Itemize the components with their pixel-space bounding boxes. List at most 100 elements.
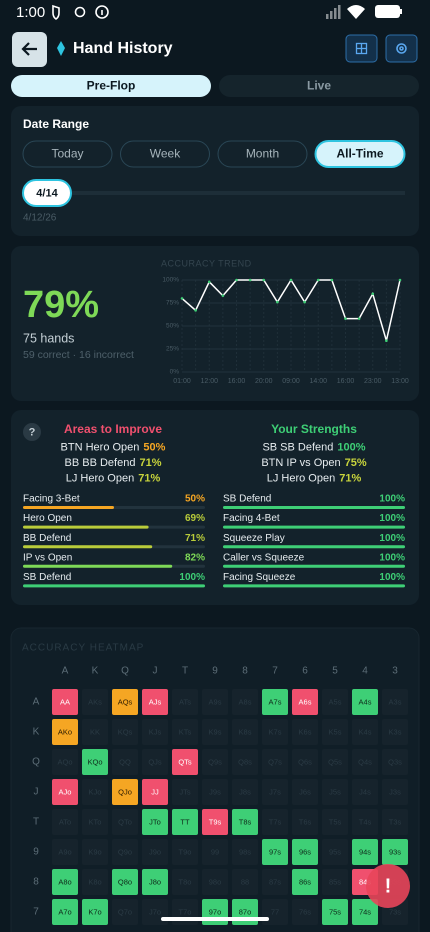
x-tick-label: 16:00 [228,378,246,385]
heatmap-cell[interactable] [82,839,108,865]
heatmap-cell[interactable] [292,899,318,925]
heatmap-cell[interactable] [172,779,198,805]
date-option[interactable] [22,140,113,168]
heatmap-cell[interactable] [382,689,408,715]
heatmap-cell[interactable] [112,899,138,925]
date-option[interactable] [120,140,210,168]
heatmap-cell[interactable] [352,779,378,805]
heatmap-cell[interactable] [352,899,378,925]
tab[interactable] [219,75,419,97]
heatmap-cell[interactable] [232,839,258,865]
heatmap-cell[interactable] [142,779,168,805]
heatmap-cell[interactable] [82,779,108,805]
heatmap-cell[interactable] [142,869,168,895]
heatmap-cell[interactable] [322,689,348,715]
heatmap-cell[interactable] [262,689,288,715]
heatmap-cell[interactable] [202,689,228,715]
tab-label: Pre-Flop [87,79,136,93]
heatmap-cell[interactable] [352,839,378,865]
heatmap-cell[interactable] [52,689,78,715]
heatmap-cell[interactable] [262,779,288,805]
heatmap-cell[interactable] [292,749,318,775]
heatmap-cell[interactable] [172,749,198,775]
heatmap-cell[interactable] [82,809,108,835]
heatmap-cell[interactable] [202,779,228,805]
heatmap-cell[interactable] [292,719,318,745]
heatmap-cell[interactable] [322,899,348,925]
heatmap-cell[interactable] [232,869,258,895]
heatmap-cell[interactable] [112,869,138,895]
heatmap-cell[interactable] [142,839,168,865]
date-option[interactable] [217,140,308,168]
heatmap-cell[interactable] [52,839,78,865]
help-button[interactable] [23,423,41,441]
heatmap-cell[interactable] [112,839,138,865]
heatmap-cell[interactable] [82,749,108,775]
heatmap-cell[interactable] [322,749,348,775]
alert-button[interactable] [366,864,410,908]
heatmap-cell[interactable] [202,719,228,745]
heatmap-cell[interactable] [82,869,108,895]
heatmap-cell[interactable] [322,809,348,835]
settings-button[interactable] [385,34,418,63]
heatmap-cell[interactable] [232,779,258,805]
heatmap-cell[interactable] [322,869,348,895]
heatmap-cell[interactable] [382,809,408,835]
heatmap-cell[interactable] [172,809,198,835]
heatmap-cell[interactable] [172,719,198,745]
heatmap-cell[interactable] [52,899,78,925]
heatmap-cell[interactable] [112,749,138,775]
heatmap-cell[interactable] [142,809,168,835]
heatmap-cell[interactable] [112,779,138,805]
heatmap-cell[interactable] [172,689,198,715]
heatmap-cell[interactable] [202,749,228,775]
heatmap-cell[interactable] [82,689,108,715]
heatmap-cell[interactable] [232,749,258,775]
heatmap-cell[interactable] [292,839,318,865]
heatmap-cell[interactable] [172,869,198,895]
heatmap-cell[interactable] [262,839,288,865]
heatmap-cell[interactable] [262,749,288,775]
heatmap-cell[interactable] [262,869,288,895]
heatmap-cell[interactable] [142,749,168,775]
heatmap-cell[interactable] [292,689,318,715]
heatmap-cell[interactable] [292,779,318,805]
date-option[interactable] [314,140,406,168]
heatmap-cell[interactable] [292,869,318,895]
heatmap-cell[interactable] [382,839,408,865]
heatmap-cell[interactable] [52,809,78,835]
heatmap-cell[interactable] [202,869,228,895]
heatmap-cell[interactable] [232,809,258,835]
heatmap-cell[interactable] [382,749,408,775]
heatmap-cell[interactable] [52,779,78,805]
heatmap-cell[interactable] [202,839,228,865]
heatmap-cell[interactable] [82,899,108,925]
heatmap-cell[interactable] [322,779,348,805]
heatmap-cell[interactable] [352,689,378,715]
heatmap-cell[interactable] [262,809,288,835]
heatmap-cell[interactable] [82,719,108,745]
heatmap-cell[interactable] [352,809,378,835]
heatmap-cell[interactable] [232,689,258,715]
heatmap-cell[interactable] [172,839,198,865]
slider-thumb[interactable] [22,179,72,207]
heatmap-cell[interactable] [112,809,138,835]
heatmap-cell[interactable] [142,689,168,715]
heatmap-cell[interactable] [52,869,78,895]
heatmap-cell[interactable] [142,719,168,745]
heatmap-cell[interactable] [232,719,258,745]
heatmap-cell[interactable] [382,719,408,745]
heatmap-cell[interactable] [202,809,228,835]
heatmap-cell[interactable] [292,809,318,835]
heatmap-cell[interactable] [352,749,378,775]
heatmap-cell[interactable] [352,719,378,745]
heatmap-cell[interactable] [322,839,348,865]
heatmap-cell[interactable] [112,719,138,745]
heatmap-cell[interactable] [382,779,408,805]
heatmap-cell[interactable] [52,749,78,775]
heatmap-cell[interactable] [112,689,138,715]
heatmap-cell[interactable] [262,719,288,745]
heatmap-cell[interactable] [322,719,348,745]
tab[interactable] [11,75,211,97]
heatmap-cell[interactable] [52,719,78,745]
